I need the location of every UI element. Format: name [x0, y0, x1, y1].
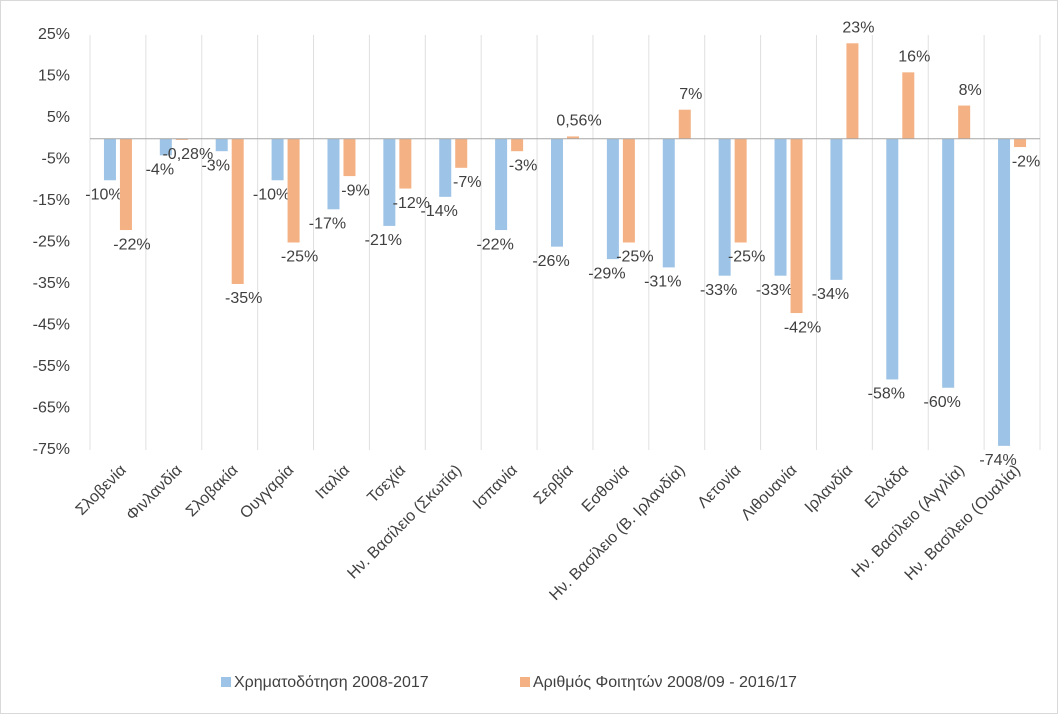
data-label: -22%	[113, 236, 150, 253]
bar	[790, 138, 803, 314]
y-tick-label: -65%	[33, 400, 70, 417]
data-label: -42%	[784, 319, 821, 336]
y-tick-label: 5%	[47, 109, 70, 126]
y-tick-label: -45%	[33, 317, 70, 334]
data-label: -9%	[341, 182, 369, 199]
data-label: -25%	[281, 249, 318, 266]
bar	[662, 138, 675, 268]
data-label: -2%	[1012, 153, 1040, 170]
data-label: -31%	[644, 274, 681, 291]
bar	[958, 105, 971, 139]
legend-swatch	[520, 677, 530, 687]
bar	[327, 138, 340, 210]
bar	[495, 138, 508, 231]
bar	[119, 138, 132, 231]
y-tick-label: -25%	[33, 234, 70, 251]
bar	[774, 138, 787, 276]
bar	[567, 136, 579, 139]
data-label: -25%	[616, 249, 653, 266]
bar	[175, 138, 188, 140]
bar	[998, 138, 1011, 446]
y-tick-label: -15%	[33, 192, 70, 209]
bar	[343, 138, 356, 177]
data-label: -74%	[979, 452, 1016, 469]
data-label: -12%	[393, 195, 430, 212]
data-label: -22%	[476, 236, 513, 253]
data-label: -14%	[421, 203, 458, 220]
data-label: -7%	[453, 174, 481, 191]
data-label: -26%	[532, 253, 569, 270]
bar	[511, 138, 524, 152]
bar	[103, 138, 116, 181]
data-label: -4%	[146, 162, 174, 179]
data-label: -58%	[868, 386, 905, 403]
bar	[678, 109, 691, 139]
bar	[734, 138, 747, 243]
bar	[399, 138, 412, 189]
bar	[159, 138, 172, 156]
bar	[1014, 138, 1027, 148]
bar	[902, 72, 915, 139]
data-label: -33%	[756, 282, 793, 299]
y-tick-label: -5%	[42, 151, 70, 168]
y-tick-label: 25%	[38, 26, 70, 43]
bar	[455, 138, 468, 168]
bar	[606, 138, 619, 260]
y-tick-label: -75%	[33, 441, 70, 458]
data-label: -35%	[225, 290, 262, 307]
y-tick-label: -35%	[33, 275, 70, 292]
bar	[439, 138, 452, 197]
legend-swatch	[221, 677, 231, 687]
data-label: -10%	[253, 186, 290, 203]
data-label: -33%	[700, 282, 737, 299]
bar	[231, 138, 244, 284]
data-label: 8%	[959, 82, 982, 99]
data-label: -25%	[728, 249, 765, 266]
bar	[551, 138, 563, 247]
data-label: 23%	[842, 20, 874, 37]
bar	[830, 138, 843, 280]
data-label: -34%	[812, 286, 849, 303]
data-label: -3%	[201, 157, 229, 174]
data-label: -0,28%	[162, 146, 213, 163]
y-tick-label: 15%	[38, 68, 70, 85]
bar	[271, 138, 284, 181]
data-label: -3%	[509, 157, 537, 174]
data-label: -17%	[309, 216, 346, 233]
bar	[886, 138, 899, 380]
bar	[215, 138, 228, 152]
bar	[718, 138, 731, 276]
data-label: 7%	[679, 86, 702, 103]
y-tick-label: -55%	[33, 358, 70, 375]
data-label: -10%	[85, 186, 122, 203]
bar	[622, 138, 635, 243]
data-label: -21%	[365, 232, 402, 249]
bar	[287, 138, 300, 243]
data-label: 0,56%	[556, 113, 601, 130]
legend-label: Αριθμός Φοιτητών 2008/09 - 2016/17	[533, 674, 797, 691]
legend-label: Χρηματοδότηση 2008-2017	[234, 674, 429, 691]
data-label: -60%	[923, 394, 960, 411]
bar	[383, 138, 396, 226]
bar	[846, 43, 859, 139]
data-label: 16%	[898, 49, 930, 66]
bar	[942, 138, 955, 388]
data-label: -29%	[588, 265, 625, 282]
